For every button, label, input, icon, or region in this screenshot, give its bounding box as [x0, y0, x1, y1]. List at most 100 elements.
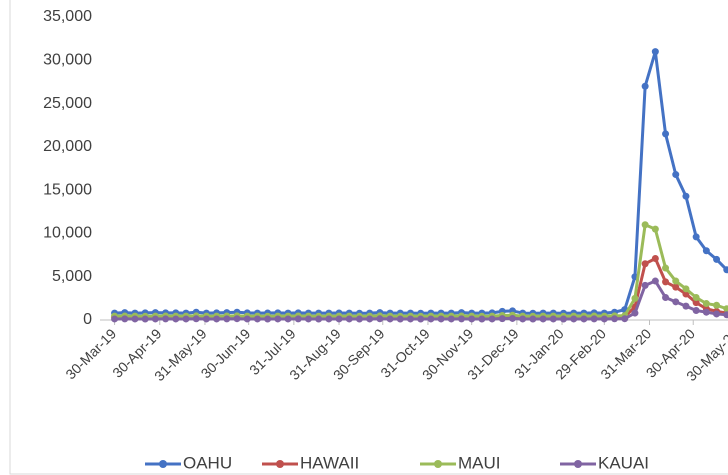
- chart-area: [9, 0, 728, 475]
- data-point: [264, 315, 272, 323]
- data-point: [172, 315, 180, 323]
- data-point: [682, 192, 690, 200]
- data-point: [651, 48, 659, 56]
- data-point: [427, 315, 435, 323]
- data-point: [692, 299, 700, 307]
- data-point: [315, 315, 323, 323]
- data-point: [162, 315, 170, 323]
- legend-marker: [434, 460, 442, 468]
- data-point: [192, 315, 200, 323]
- y-tick-label: 0: [83, 311, 92, 328]
- data-point: [651, 277, 659, 285]
- data-point: [355, 315, 363, 323]
- data-point: [692, 306, 700, 314]
- data-point: [641, 260, 649, 268]
- data-point: [713, 310, 721, 318]
- y-tick-label: 30,000: [43, 52, 92, 69]
- data-point: [611, 315, 619, 323]
- data-point: [488, 315, 496, 323]
- data-point: [662, 264, 670, 272]
- data-point: [641, 82, 649, 90]
- data-point: [223, 315, 231, 323]
- y-tick-label: 20,000: [43, 138, 92, 155]
- data-point: [723, 305, 728, 313]
- y-tick-label: 5,000: [52, 268, 92, 285]
- data-point: [692, 293, 700, 301]
- data-point: [182, 315, 190, 323]
- y-tick-label: 10,000: [43, 225, 92, 242]
- legend-label: OAHU: [183, 453, 232, 472]
- legend-label: MAUI: [458, 453, 501, 472]
- data-point: [304, 315, 312, 323]
- data-point: [580, 315, 588, 323]
- y-tick-label: 25,000: [43, 95, 92, 112]
- data-point: [233, 315, 241, 323]
- data-point: [202, 315, 210, 323]
- data-point: [468, 315, 476, 323]
- data-point: [651, 225, 659, 233]
- data-point: [111, 315, 119, 323]
- data-point: [662, 130, 670, 138]
- data-point: [713, 301, 721, 309]
- data-point: [519, 315, 527, 323]
- data-point: [396, 315, 404, 323]
- data-point: [662, 278, 670, 286]
- data-point: [253, 315, 261, 323]
- legend-marker: [574, 460, 582, 468]
- data-point: [243, 315, 251, 323]
- data-point: [651, 255, 659, 263]
- data-point: [662, 293, 670, 301]
- data-point: [590, 315, 598, 323]
- data-point: [151, 315, 159, 323]
- data-point: [508, 314, 516, 322]
- y-tick-label: 15,000: [43, 181, 92, 198]
- data-point: [549, 315, 557, 323]
- data-point: [570, 315, 578, 323]
- data-point: [478, 315, 486, 323]
- data-point: [498, 315, 506, 323]
- data-point: [631, 294, 639, 302]
- y-tick-label: 35,000: [43, 8, 92, 25]
- data-point: [702, 300, 710, 308]
- data-point: [406, 315, 414, 323]
- data-point: [131, 315, 139, 323]
- data-point: [457, 315, 465, 323]
- legend-label: HAWAII: [300, 453, 359, 472]
- legend-label: KAUAI: [598, 453, 649, 472]
- data-point: [641, 281, 649, 289]
- data-point: [447, 315, 455, 323]
- data-point: [366, 315, 374, 323]
- data-point: [631, 309, 639, 317]
- data-point: [141, 315, 149, 323]
- data-point: [417, 315, 425, 323]
- data-point: [713, 255, 721, 263]
- data-point: [335, 315, 343, 323]
- legend-marker: [159, 460, 167, 468]
- data-point: [437, 315, 445, 323]
- data-point: [325, 315, 333, 323]
- data-point: [539, 315, 547, 323]
- data-point: [213, 315, 221, 323]
- data-point: [682, 285, 690, 293]
- data-point: [702, 247, 710, 255]
- data-point: [284, 315, 292, 323]
- data-point: [345, 315, 353, 323]
- data-point: [294, 315, 302, 323]
- data-point: [672, 277, 680, 285]
- legend-marker: [276, 460, 284, 468]
- data-point: [641, 221, 649, 229]
- data-point: [121, 315, 129, 323]
- data-point: [672, 298, 680, 306]
- data-point: [274, 315, 282, 323]
- data-point: [723, 266, 728, 274]
- data-point: [600, 315, 608, 323]
- data-point: [682, 302, 690, 310]
- data-point: [692, 233, 700, 241]
- data-point: [529, 315, 537, 323]
- data-point: [376, 315, 384, 323]
- data-point: [560, 315, 568, 323]
- data-point: [723, 311, 728, 319]
- data-point: [702, 308, 710, 316]
